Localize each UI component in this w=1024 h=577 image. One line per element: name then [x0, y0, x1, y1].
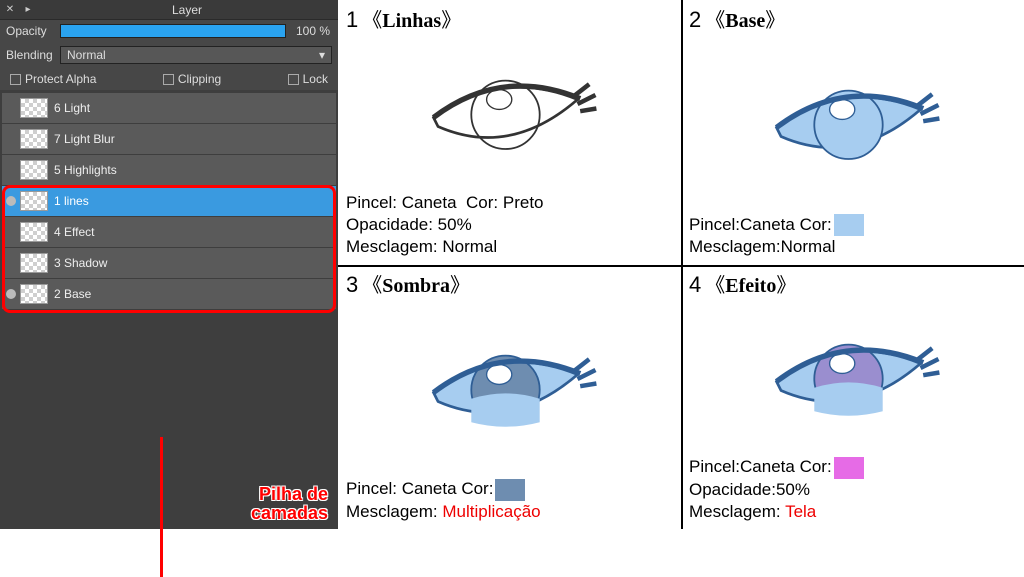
- layer-thumbnail: [20, 129, 48, 149]
- layer-name: 3 Shadow: [54, 256, 107, 270]
- layers-list: 6 Light 7 Light Blur 5 Highlights 1 lines 4 …: [0, 90, 338, 529]
- step-2-title: 2《Base》: [689, 4, 1016, 33]
- panel-title: Layer: [36, 3, 338, 17]
- step-2: 2《Base》 Pincel:Caneta Cor: Mesclagem:Nor…: [681, 0, 1024, 265]
- step-1-meta: Pincel: Caneta Cor: Preto Opacidade: 50%…: [346, 192, 673, 260]
- tutorial-grid: 1《Linhas》 Pincel: Caneta Cor: Preto Opac…: [338, 0, 1024, 529]
- layer-name: 7 Light Blur: [54, 132, 115, 146]
- visibility-dot[interactable]: [6, 289, 16, 299]
- step-4-meta: Pincel:Caneta Cor: Opacidade:50% Mesclag…: [689, 456, 1016, 525]
- opacity-slider[interactable]: [60, 24, 286, 38]
- color-swatch-3: [495, 479, 525, 501]
- step-3-title: 3《Sombra》: [346, 269, 673, 298]
- eye-illustration-4: [689, 298, 1016, 457]
- layer-name: 4 Effect: [54, 225, 94, 239]
- step-3: 3《Sombra》 Pincel: Caneta Cor: Mesclagem:…: [338, 265, 681, 530]
- blending-label: Blending: [6, 48, 56, 62]
- layer-item-2[interactable]: 5 Highlights: [2, 155, 336, 185]
- step-1: 1《Linhas》 Pincel: Caneta Cor: Preto Opac…: [338, 0, 681, 265]
- layer-name: 6 Light: [54, 101, 90, 115]
- layer-panel: ✕ ▸ Layer Opacity 100 % Blending Normal …: [0, 0, 338, 529]
- layer-item-3[interactable]: 1 lines: [2, 186, 336, 216]
- layer-thumbnail: [20, 284, 48, 304]
- layer-item-5[interactable]: 3 Shadow: [2, 248, 336, 278]
- layer-item-4[interactable]: 4 Effect: [2, 217, 336, 247]
- close-icon[interactable]: ✕: [2, 2, 18, 18]
- step-4: 4《Efeito》 Pincel:Caneta Cor: Opacidade:5…: [681, 265, 1024, 530]
- protect-alpha-checkbox[interactable]: Protect Alpha: [10, 72, 96, 86]
- blending-select[interactable]: Normal ▾: [60, 46, 332, 64]
- clipping-checkbox[interactable]: Clipping: [163, 72, 221, 86]
- layer-thumbnail: [20, 98, 48, 118]
- step-3-meta: Pincel: Caneta Cor: Mesclagem: Multiplic…: [346, 478, 673, 525]
- step-1-title: 1《Linhas》: [346, 4, 673, 33]
- color-swatch-2: [834, 214, 864, 236]
- layer-item-0[interactable]: 6 Light: [2, 93, 336, 123]
- opacity-label: Opacity: [6, 24, 56, 38]
- layer-name: 5 Highlights: [54, 163, 117, 177]
- visibility-dot[interactable]: [6, 196, 16, 206]
- menu-icon[interactable]: ▸: [20, 2, 36, 18]
- chevron-down-icon: ▾: [319, 48, 325, 62]
- stack-label: Pilha de camadas: [251, 485, 328, 523]
- layer-item-1[interactable]: 7 Light Blur: [2, 124, 336, 154]
- layer-item-6[interactable]: 2 Base: [2, 279, 336, 309]
- eye-illustration-1: [346, 33, 673, 192]
- opacity-row: Opacity 100 %: [0, 20, 338, 42]
- layer-thumbnail: [20, 160, 48, 180]
- blending-value: Normal: [67, 48, 106, 62]
- eye-illustration-2: [689, 33, 1016, 214]
- layer-thumbnail: [20, 253, 48, 273]
- connector-line: [160, 437, 163, 577]
- layer-options: Protect Alpha Clipping Lock: [0, 68, 338, 90]
- blending-row: Blending Normal ▾: [0, 42, 338, 68]
- panel-header: ✕ ▸ Layer: [0, 0, 338, 20]
- layer-thumbnail: [20, 222, 48, 242]
- eye-illustration-3: [346, 298, 673, 479]
- color-swatch-4: [834, 457, 864, 479]
- layer-name: 1 lines: [54, 194, 89, 208]
- layer-name: 2 Base: [54, 287, 91, 301]
- lock-checkbox[interactable]: Lock: [288, 72, 328, 86]
- opacity-value: 100 %: [290, 24, 332, 38]
- step-2-meta: Pincel:Caneta Cor: Mesclagem:Normal: [689, 214, 1016, 261]
- layer-thumbnail: [20, 191, 48, 211]
- step-4-title: 4《Efeito》: [689, 269, 1016, 298]
